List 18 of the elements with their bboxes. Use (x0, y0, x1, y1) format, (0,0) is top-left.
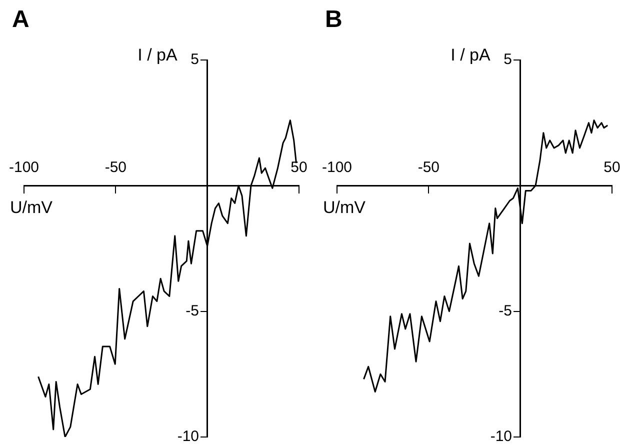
x-tick-label: -50 (418, 158, 440, 176)
y-tick-label: -10 (490, 428, 520, 445)
chart-title: A (12, 6, 30, 34)
y-tick-label: -5 (498, 302, 520, 320)
x-tick-label: -50 (104, 158, 127, 176)
y-tick-label: 5 (190, 51, 208, 68)
y-tick-label: -5 (186, 302, 208, 320)
x-tick-label: -100 (322, 158, 352, 176)
y-tick-label: 5 (504, 51, 520, 68)
y-axis-title: I / pA (450, 46, 491, 65)
x-axis-title: U/mV (10, 198, 54, 217)
x-tick-label: 50 (290, 158, 308, 176)
x-tick-label: -100 (8, 158, 40, 176)
x-axis-title: U/mV (323, 198, 366, 217)
y-axis-title: I / pA (138, 46, 178, 65)
y-tick-label: -10 (177, 428, 208, 445)
x-tick-label: 50 (604, 158, 620, 176)
chart-title: B (325, 6, 342, 34)
